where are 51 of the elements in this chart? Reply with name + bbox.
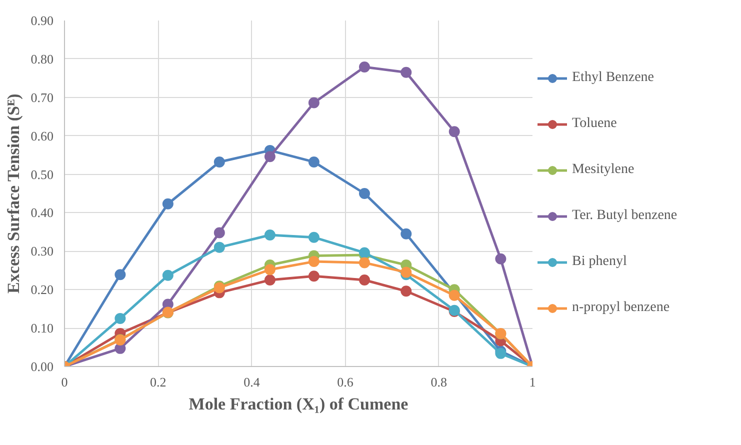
point	[358, 257, 370, 268]
point	[214, 156, 225, 168]
y-tick-label: 0.00	[30, 359, 54, 374]
point	[400, 266, 412, 278]
x-axis-title: Mole Fraction (X₁) of Cumene	[188, 394, 409, 414]
point	[264, 230, 276, 241]
point	[214, 242, 225, 253]
point	[358, 62, 370, 73]
point	[358, 188, 370, 199]
y-tick-label: 0.40	[30, 205, 54, 220]
y-tick-label: 0.60	[30, 128, 54, 144]
x-tick-label: 0.6	[337, 374, 354, 390]
x-tick-label: 0.8	[430, 374, 448, 390]
point	[264, 274, 276, 286]
point	[264, 264, 276, 276]
legend-label: Toluene	[572, 116, 617, 132]
point	[308, 156, 320, 168]
point	[400, 228, 412, 240]
legend-label: Bi phenyl	[572, 254, 627, 270]
point	[448, 126, 460, 138]
legend-label: n-propyl benzene	[572, 300, 670, 316]
point	[358, 274, 370, 286]
x-tick-label: 0.4	[244, 374, 260, 390]
point	[264, 151, 276, 162]
y-axis-title: Excess Surface Tension (Sᴱ)	[4, 94, 23, 294]
point	[308, 256, 320, 268]
y-tick-label: 0.50	[30, 166, 54, 182]
x-tick-label: 1	[529, 374, 536, 390]
y-tick-label: 0.10	[30, 320, 54, 336]
legend-label: Mesitylene	[572, 162, 634, 178]
point	[308, 97, 320, 108]
point	[162, 270, 174, 281]
y-tick-label: 0.90	[30, 13, 54, 28]
point	[400, 66, 412, 78]
point	[358, 247, 370, 258]
point	[162, 198, 174, 210]
point	[400, 286, 412, 297]
legend-label: Ter. Butyl benzene	[572, 208, 678, 224]
point	[308, 270, 320, 282]
y-tick-label: 0.70	[30, 90, 54, 105]
y-tick-label: 0.20	[30, 282, 54, 298]
x-tick-label: 0	[61, 374, 68, 390]
point	[495, 253, 506, 264]
point	[308, 232, 320, 243]
point	[114, 269, 126, 280]
y-tick-label: 0.80	[30, 51, 54, 66]
y-tick-label: 0.30	[30, 244, 54, 259]
legend-label: Ethyl Benzene	[572, 70, 654, 86]
point	[214, 227, 225, 238]
x-tick-label: 0.2	[150, 374, 166, 390]
point	[114, 312, 126, 324]
